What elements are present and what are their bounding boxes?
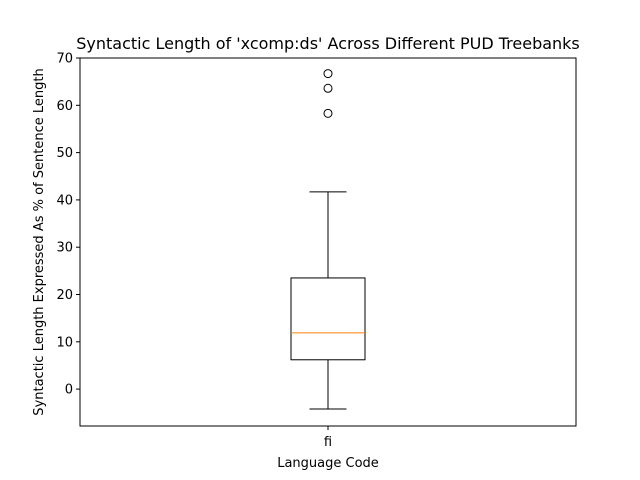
chart-title: Syntactic Length of 'xcomp:ds' Across Di… <box>76 34 580 53</box>
y-tick-label: 10 <box>56 335 73 350</box>
y-tick-label: 70 <box>56 52 73 67</box>
y-tick-label: 30 <box>56 241 73 256</box>
outlier-point <box>323 69 333 79</box>
x-axis-label: Language Code <box>277 456 379 471</box>
outlier-point <box>323 83 333 93</box>
y-tick-label: 60 <box>56 99 73 114</box>
interquartile-box <box>290 277 366 361</box>
y-axis-label: Syntactic Length Expressed As % of Sente… <box>32 68 47 415</box>
y-tick-label: 50 <box>56 146 73 161</box>
x-tick-label: fi <box>324 435 332 450</box>
x-axis: fi <box>324 426 332 450</box>
y-tick-label: 20 <box>56 288 73 303</box>
outlier-point <box>323 108 333 118</box>
y-tick-label: 40 <box>56 193 73 208</box>
y-tick-label: 0 <box>65 383 73 398</box>
box-series <box>290 69 366 410</box>
y-axis: 0 10 20 30 40 50 60 70 <box>56 52 80 398</box>
